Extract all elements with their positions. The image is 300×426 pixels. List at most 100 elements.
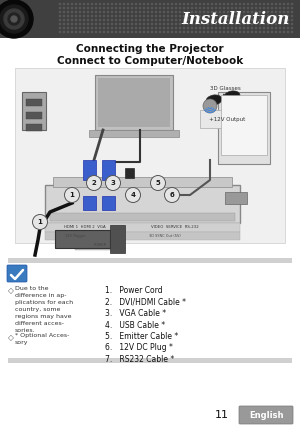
Circle shape — [260, 7, 261, 9]
Circle shape — [131, 23, 133, 25]
Circle shape — [231, 3, 232, 5]
Circle shape — [111, 32, 112, 33]
Circle shape — [119, 12, 121, 13]
Circle shape — [267, 15, 268, 17]
Bar — [15, 68, 285, 243]
Circle shape — [123, 27, 124, 29]
Circle shape — [291, 7, 292, 9]
Circle shape — [200, 27, 201, 29]
Circle shape — [131, 15, 133, 17]
Circle shape — [191, 27, 193, 29]
Bar — [45, 223, 240, 232]
Text: 3D Glasses: 3D Glasses — [210, 86, 240, 90]
Circle shape — [279, 15, 280, 17]
Circle shape — [83, 27, 85, 29]
Circle shape — [80, 23, 81, 25]
Circle shape — [171, 7, 172, 9]
Circle shape — [255, 27, 256, 29]
Circle shape — [179, 15, 181, 17]
Circle shape — [83, 32, 85, 33]
Circle shape — [279, 27, 280, 29]
Circle shape — [92, 7, 93, 9]
Circle shape — [291, 12, 292, 13]
Circle shape — [71, 32, 73, 33]
Circle shape — [284, 32, 285, 33]
Ellipse shape — [224, 91, 240, 101]
Circle shape — [99, 7, 101, 9]
Text: 7.   RS232 Cable *: 7. RS232 Cable * — [105, 355, 174, 364]
Circle shape — [103, 7, 105, 9]
Bar — [0, 0, 300, 38]
Bar — [50, 213, 235, 221]
Bar — [26, 112, 42, 119]
Circle shape — [236, 27, 237, 29]
Circle shape — [212, 27, 213, 29]
Circle shape — [263, 15, 265, 17]
Circle shape — [159, 32, 160, 33]
Circle shape — [171, 3, 172, 5]
Circle shape — [227, 3, 229, 5]
Circle shape — [231, 7, 232, 9]
Circle shape — [203, 23, 205, 25]
Circle shape — [80, 15, 81, 17]
Circle shape — [95, 7, 97, 9]
Circle shape — [147, 32, 148, 33]
Circle shape — [236, 23, 237, 25]
Circle shape — [128, 7, 129, 9]
Circle shape — [92, 32, 93, 33]
Circle shape — [59, 32, 61, 33]
Text: 3: 3 — [111, 180, 116, 186]
Circle shape — [248, 15, 249, 17]
Bar — [22, 92, 46, 130]
Circle shape — [107, 12, 109, 13]
Circle shape — [224, 32, 225, 33]
Circle shape — [179, 32, 181, 33]
Circle shape — [195, 23, 196, 25]
Text: 5: 5 — [156, 180, 161, 186]
Circle shape — [272, 27, 273, 29]
Circle shape — [191, 23, 193, 25]
Circle shape — [63, 7, 64, 9]
Circle shape — [239, 23, 241, 25]
Circle shape — [131, 12, 133, 13]
Circle shape — [219, 12, 220, 13]
Circle shape — [111, 23, 112, 25]
Circle shape — [106, 176, 121, 190]
Circle shape — [68, 12, 69, 13]
Circle shape — [260, 27, 261, 29]
Circle shape — [116, 12, 117, 13]
FancyBboxPatch shape — [7, 265, 27, 282]
Circle shape — [99, 23, 101, 25]
Circle shape — [155, 27, 157, 29]
Bar — [55, 230, 110, 248]
Circle shape — [219, 32, 220, 33]
Circle shape — [287, 23, 289, 25]
Circle shape — [155, 12, 157, 13]
Bar — [45, 185, 240, 223]
Circle shape — [251, 15, 253, 17]
Circle shape — [179, 27, 181, 29]
Circle shape — [111, 27, 112, 29]
Circle shape — [179, 23, 181, 25]
Circle shape — [203, 99, 217, 113]
Circle shape — [243, 15, 244, 17]
Circle shape — [135, 27, 136, 29]
Circle shape — [123, 23, 124, 25]
Circle shape — [164, 32, 165, 33]
Circle shape — [231, 23, 232, 25]
Circle shape — [92, 12, 93, 13]
Circle shape — [224, 23, 225, 25]
Circle shape — [188, 23, 189, 25]
Circle shape — [123, 15, 124, 17]
Circle shape — [159, 3, 160, 5]
Circle shape — [183, 27, 184, 29]
Circle shape — [167, 12, 169, 13]
Circle shape — [159, 12, 160, 13]
Circle shape — [103, 32, 105, 33]
Circle shape — [11, 16, 17, 22]
Bar — [8, 358, 292, 363]
Text: * Optional Acces-
sory: * Optional Acces- sory — [15, 333, 69, 345]
Circle shape — [147, 23, 148, 25]
Circle shape — [123, 32, 124, 33]
Circle shape — [212, 32, 213, 33]
